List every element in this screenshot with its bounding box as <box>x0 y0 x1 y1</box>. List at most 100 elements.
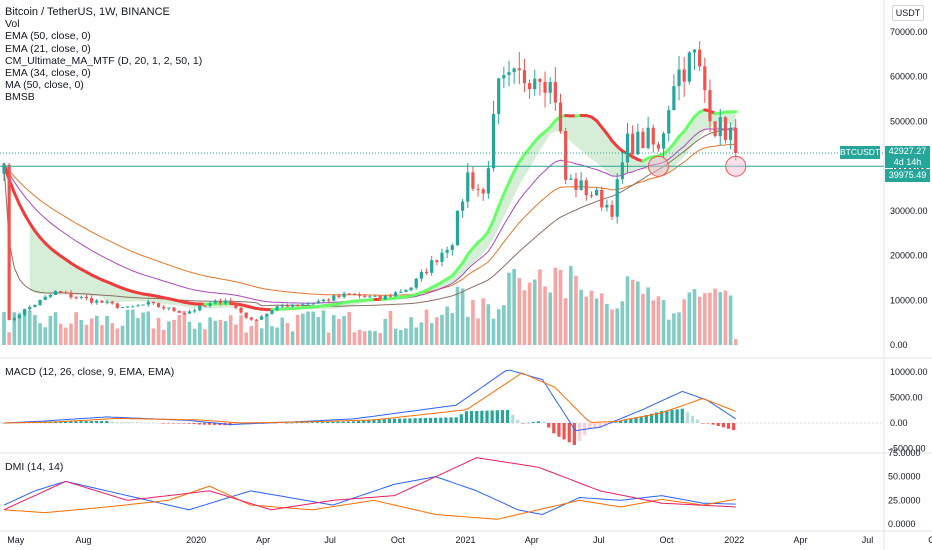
candle-body <box>533 78 537 90</box>
volume-bar <box>507 272 511 345</box>
volume-bar <box>182 310 187 345</box>
volume-bar <box>244 332 248 345</box>
macd-histogram-bar <box>654 412 659 423</box>
candle-body <box>198 305 202 311</box>
macd-histogram-bar <box>341 421 345 423</box>
price-tick-label: 30000.00 <box>890 206 928 216</box>
macd-label[interactable]: MACD (12, 26, close, 9, EMA, EMA) <box>5 366 175 378</box>
macd-histogram-bar <box>423 418 427 423</box>
volume-bar <box>213 320 218 345</box>
volume-bar <box>254 320 259 345</box>
candle-body <box>682 69 686 82</box>
chart-title[interactable]: Bitcoin / TetherUS, 1W, BINANCE <box>5 6 170 18</box>
volume-bar <box>120 325 125 345</box>
volume-bar <box>435 317 439 345</box>
currency-button[interactable]: USDT <box>892 5 924 21</box>
volume-bar <box>615 308 620 345</box>
volume-bar <box>270 326 274 345</box>
macd-histogram-bar <box>218 423 222 426</box>
candle-body <box>486 168 490 194</box>
macd-histogram-bar <box>207 423 212 425</box>
macd-histogram-bar <box>387 418 391 423</box>
indicator-bmsb[interactable]: BMSB <box>5 91 35 104</box>
volume-bar <box>259 328 264 345</box>
macd-histogram-bar <box>470 411 474 423</box>
volume-bar <box>656 296 661 345</box>
candle-body <box>337 295 341 298</box>
volume-bar <box>156 317 161 345</box>
ma-50-line <box>3 127 736 307</box>
macd-histogram-bar <box>593 423 597 429</box>
volume-bar <box>388 310 393 345</box>
macd-histogram-bar <box>110 421 114 423</box>
macd-histogram-bar <box>649 413 654 423</box>
volume-bar <box>249 326 254 345</box>
candle-body <box>33 304 37 307</box>
moving-average-lines <box>2 108 738 312</box>
candle-body <box>538 78 542 82</box>
volume-bar <box>223 321 228 345</box>
macd-histogram-bar <box>696 419 700 423</box>
indicator-ma50[interactable]: MA (50, close, 0) <box>5 79 84 92</box>
candle-body <box>316 301 320 304</box>
volume-bar <box>605 303 609 345</box>
candle-body <box>383 295 387 300</box>
candle-body <box>213 300 217 304</box>
indicator-ema21[interactable]: EMA (21, close, 0) <box>5 42 91 55</box>
volume-bar <box>548 292 553 345</box>
macd-histogram-bar <box>105 420 109 423</box>
macd-histogram-bar <box>2 423 6 424</box>
macd-histogram-bar <box>557 423 561 437</box>
macd-histogram-bar <box>690 415 695 423</box>
price-tick-label: 60000.00 <box>890 72 928 82</box>
macd-histogram-bar <box>547 423 551 428</box>
volume-bar <box>589 290 594 345</box>
volume-bar <box>306 311 310 345</box>
highlight-markers <box>0 152 884 177</box>
indicator-ema34[interactable]: EMA (34, close, 0) <box>5 67 91 80</box>
volume-bar <box>311 311 315 345</box>
macd-histogram-bar <box>171 423 176 424</box>
macd-histogram-bar <box>685 412 690 423</box>
macd-histogram-bar <box>439 417 443 423</box>
candle-body <box>306 303 310 305</box>
indicator-vol[interactable]: Vol <box>5 18 20 31</box>
macd-histogram-bar <box>680 408 684 423</box>
candle-body <box>162 307 166 309</box>
candle-body <box>229 300 233 304</box>
volume-bar <box>125 309 130 345</box>
dmi-label[interactable]: DMI (14, 14) <box>5 461 64 473</box>
volume-bar <box>228 315 233 345</box>
volume-bar <box>702 293 707 345</box>
candle-body <box>594 189 599 196</box>
price-candles[interactable] <box>2 41 738 322</box>
macd-histogram-bar <box>660 411 664 423</box>
price-tick-label: 20000.00 <box>890 251 928 261</box>
candle-body <box>579 180 583 190</box>
macd-histogram-bar <box>367 419 371 423</box>
candle-body <box>290 305 295 307</box>
candle-body <box>167 307 171 309</box>
volume-bar <box>682 299 686 345</box>
volume-bar <box>440 314 444 345</box>
volume-bar <box>198 322 202 345</box>
candle-body <box>708 90 712 122</box>
volume-bar <box>373 331 377 345</box>
candle-body <box>285 305 290 307</box>
candle-body <box>53 291 58 295</box>
macd-histogram-bar <box>577 423 582 441</box>
candle-body <box>177 310 181 313</box>
macd-histogram-bar <box>115 421 119 423</box>
macd-histogram-bar <box>372 419 376 423</box>
volume-bar <box>594 298 599 345</box>
signal-line <box>3 372 736 424</box>
volume-bar <box>337 318 341 345</box>
macd-histogram-bar <box>305 422 309 423</box>
indicator-ema50[interactable]: EMA (50, close, 0) <box>5 30 91 43</box>
candle-body <box>528 83 532 90</box>
macd-histogram-bar <box>274 423 278 424</box>
volume-bar <box>295 314 300 345</box>
candle-body <box>208 303 212 306</box>
indicator-cm-ultimate[interactable]: CM_Ultimate_MA_MTF (D, 20, 1, 2, 50, 1) <box>5 54 203 67</box>
